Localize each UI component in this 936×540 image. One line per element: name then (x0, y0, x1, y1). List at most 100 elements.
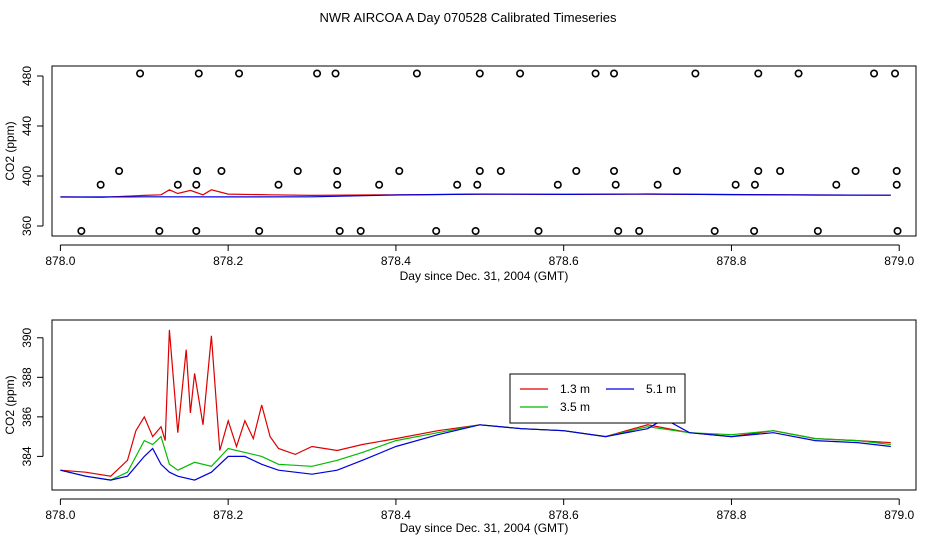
x-tick-label: 878.4 (381, 508, 411, 522)
data-point (412, 69, 421, 78)
data-point (731, 180, 740, 189)
data-point (173, 180, 182, 189)
data-point (813, 227, 822, 236)
data-point (356, 227, 365, 236)
x-tick-label: 878.6 (549, 508, 579, 522)
data-point (471, 227, 480, 236)
y-tick-label: 480 (20, 66, 34, 86)
data-point (235, 69, 244, 78)
data-point (193, 167, 202, 176)
data-point (611, 180, 620, 189)
data-point (610, 69, 619, 78)
data-point (496, 167, 505, 176)
data-point (851, 167, 860, 176)
data-point (754, 167, 763, 176)
data-point (453, 180, 462, 189)
data-point (395, 167, 404, 176)
data-point (333, 167, 342, 176)
data-point (475, 167, 484, 176)
x-axis-label: Day since Dec. 31, 2004 (GMT) (400, 269, 569, 283)
x-tick-label: 878.0 (45, 508, 75, 522)
series-line-5-1-m (60, 418, 891, 481)
series-line-1-3-m (60, 329, 891, 477)
y-tick-label: 388 (20, 367, 34, 387)
x-tick-label: 878.2 (213, 254, 243, 268)
data-point (553, 180, 562, 189)
data-point (572, 167, 581, 176)
y-tick-label: 390 (20, 327, 34, 347)
data-point (77, 227, 86, 236)
x-tick-label: 878.8 (716, 254, 746, 268)
data-point (331, 69, 340, 78)
data-point (891, 69, 900, 78)
data-point (473, 180, 482, 189)
data-point (614, 227, 623, 236)
data-point (750, 180, 759, 189)
x-tick-label: 878.0 (45, 254, 75, 268)
data-point (710, 227, 719, 236)
data-point (96, 180, 105, 189)
y-tick-label: 400 (20, 166, 34, 186)
data-point (335, 227, 344, 236)
data-point (610, 167, 619, 176)
legend: 1.3 m 5.1 m 3.5 m (509, 373, 686, 424)
data-point (115, 167, 124, 176)
legend-label: 5.1 m (646, 382, 676, 396)
data-point (672, 167, 681, 176)
data-point (333, 180, 342, 189)
plot-frame (51, 65, 917, 237)
data-point (375, 180, 384, 189)
legend-label: 3.5 m (560, 400, 590, 414)
data-point (293, 167, 302, 176)
y-axis: 384 386 388 390 CO2 (ppm) (3, 327, 44, 466)
x-axis: 878.0 878.2 878.4 878.6 878.8 879.0 Day since … (45, 244, 915, 283)
data-point (192, 180, 201, 189)
data-point (313, 69, 322, 78)
x-tick-label: 878.2 (213, 508, 243, 522)
y-tick-label: 440 (20, 116, 34, 136)
data-point (432, 227, 441, 236)
y-axis-label: CO2 (ppm) (3, 375, 17, 434)
data-point (192, 227, 201, 236)
plot-frame (51, 319, 917, 491)
x-tick-label: 878.8 (716, 508, 746, 522)
y-axis-label: CO2 (ppm) (3, 121, 17, 180)
legend-label: 1.3 m (560, 382, 590, 396)
data-point (754, 69, 763, 78)
data-point (794, 69, 803, 78)
data-point (194, 69, 203, 78)
data-point (155, 227, 164, 236)
x-axis: 878.0 878.2 878.4 878.6 878.8 879.0 Day since … (45, 498, 915, 535)
x-tick-label: 878.6 (549, 254, 579, 268)
data-point (750, 227, 759, 236)
x-tick-label: 878.4 (381, 254, 411, 268)
data-point (892, 180, 901, 189)
data-point (832, 180, 841, 189)
data-point (893, 227, 902, 236)
data-point (870, 69, 879, 78)
data-point (274, 180, 283, 189)
data-point (217, 167, 226, 176)
y-tick-label: 360 (20, 216, 34, 236)
legend-box (509, 373, 686, 424)
data-point (255, 227, 264, 236)
x-tick-label: 879.0 (884, 508, 914, 522)
data-point (691, 69, 700, 78)
data-point (534, 227, 543, 236)
data-point (136, 69, 145, 78)
y-axis: 360 400 440 480 CO2 (ppm) (3, 66, 44, 236)
figure-title: NWR AIRCOA A Day 070528 Calibrated Times… (320, 10, 617, 25)
y-tick-label: 386 (20, 407, 34, 427)
x-axis-label: Day since Dec. 31, 2004 (GMT) (400, 521, 569, 535)
data-point (475, 69, 484, 78)
y-tick-label: 384 (20, 446, 34, 466)
data-point (653, 180, 662, 189)
data-point (635, 227, 644, 236)
top-panel: 878.0 878.2 878.4 878.6 878.8 879.0 Day since … (3, 65, 917, 283)
data-point (516, 69, 525, 78)
series-line-5-1-m (60, 193, 891, 198)
bottom-panel: 878.0 878.2 878.4 878.6 878.8 879.0 Day since … (3, 319, 917, 535)
x-tick-label: 879.0 (884, 254, 914, 268)
data-point (892, 167, 901, 176)
